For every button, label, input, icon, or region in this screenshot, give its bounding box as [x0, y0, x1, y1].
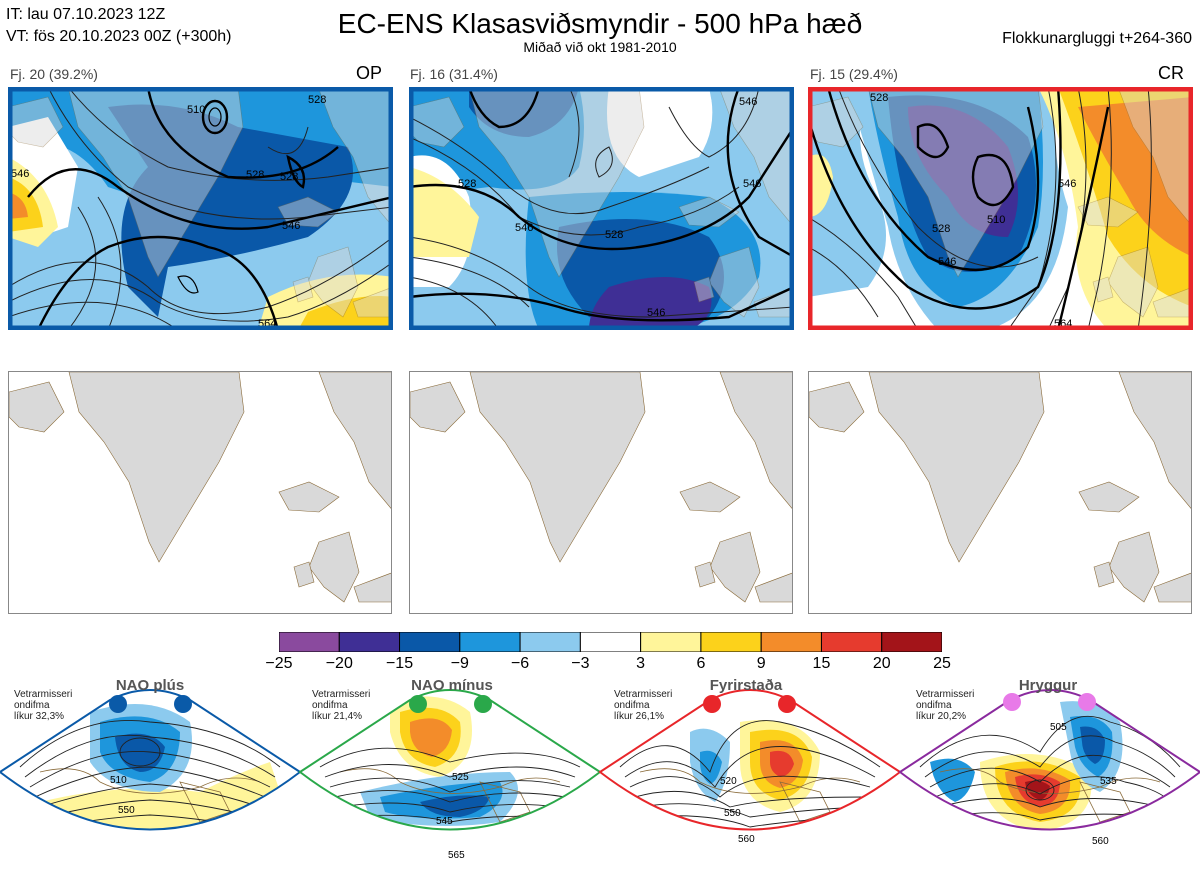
regime-note-line: líkur 21,4% [312, 711, 363, 722]
cluster-2-contour-label: 546 [739, 96, 757, 108]
colorbar-tick-label: −20 [325, 655, 353, 672]
colorbar-swatch [278, 631, 340, 653]
cluster-1-border [8, 87, 393, 330]
cluster-3-contour-label: 528 [870, 92, 888, 104]
colorbar-swatch [881, 631, 943, 653]
regime-1-contour-label: 510 [110, 775, 127, 786]
cluster-1-contour-label: 546 [11, 168, 29, 180]
colorbar-swatch [338, 631, 401, 653]
cluster-1-contour-label: 528 [308, 94, 326, 106]
page-subtitle: Miðað við okt 1981-2010 [523, 39, 677, 55]
regime-note-line: ondifma [312, 700, 348, 711]
regime-2-contour-label: 545 [436, 816, 453, 827]
regime-note-line: líkur 20,2% [916, 711, 967, 722]
regime-note-line: Vetrarmisseri [14, 689, 73, 700]
regime-3-contour-label: 560 [738, 834, 755, 845]
regime-note-line: Vetrarmisseri [312, 689, 371, 700]
cluster-2-label: Fj. 16 (31.4%) [410, 66, 498, 82]
colorbar-swatch [760, 631, 822, 653]
regime-4-title: Hryggur [1018, 677, 1078, 694]
cluster-3-contour-label: 546 [938, 256, 956, 268]
empty-map-2 [409, 371, 793, 614]
regimes-row: 510 550 [0, 672, 1200, 871]
colorbar-swatch [459, 631, 521, 653]
regime-2-note: Vetrarmisseri ondifma líkur 21,4% [312, 689, 370, 722]
regime-note-line: Vetrarmisseri [614, 689, 673, 700]
cluster-3-contour-label: 528 [932, 223, 950, 235]
colorbar-tick-label: 3 [636, 655, 646, 672]
colorbar-tick-label: −9 [450, 655, 469, 672]
regime-4-note: Vetrarmisseri ondifma líkur 20,2% [916, 689, 974, 722]
cluster-3-contour-label: 546 [1058, 178, 1076, 190]
regime-3-contour-label: 550 [724, 808, 741, 819]
cluster-2-contour-label: 546 [743, 178, 761, 190]
regime-note-line: líkur 26,1% [614, 711, 665, 722]
colorbar-swatch [519, 631, 581, 653]
cluster-3-contour-label: 510 [987, 214, 1005, 226]
colorbar-tick-label: 9 [756, 655, 766, 672]
colorbar-tick-label: −15 [385, 655, 414, 672]
colorbar-tick-label: −3 [571, 655, 590, 672]
cluster-1-map: 510 528 528 546 546 582 564 528 [8, 87, 393, 330]
valid-time: VT: fös 20.10.2023 00Z (+300h) [6, 28, 232, 45]
colorbar-tick-label: 15 [812, 655, 831, 672]
regime-3-note: Vetrarmisseri ondifma líkur 26,1% [614, 689, 672, 722]
colorbar-tick-label: 20 [872, 655, 891, 672]
empty-map-3 [808, 371, 1192, 614]
header-times: IT: lau 07.10.2023 12Z VT: fös 20.10.202… [6, 4, 231, 48]
colorbar-tick-label: −25 [265, 655, 293, 672]
regime-2-contour-label: 525 [452, 772, 469, 783]
regime-note-line: ondifma [14, 700, 50, 711]
regime-1-title: NAO plús [115, 677, 185, 694]
colorbar-swatch [700, 631, 762, 653]
cluster-3-map: 510 528 546 546 564 528 [808, 87, 1193, 330]
regime-4-contour-label: 560 [1092, 836, 1109, 847]
cluster-2-contour-label: 546 [515, 222, 533, 234]
regime-2-title: NAO mínus [411, 677, 493, 694]
cluster-1-contour-label: 528 [280, 171, 298, 183]
regime-note-line: líkur 32,3% [14, 711, 65, 722]
colorbar-swatch [640, 631, 702, 653]
colorbar-tick-label: −6 [510, 655, 530, 672]
page-title: EC-ENS Klasasviðsmyndir - 500 hPa hæð [337, 8, 863, 39]
colorbar-swatch [820, 631, 883, 653]
cluster-1-contour-label: 510 [187, 104, 205, 116]
cluster-2-map: 528 546 528 546 546 546 [409, 87, 794, 330]
regime-note-line: ondifma [614, 700, 650, 711]
cluster-1-tag: OP [356, 63, 383, 83]
cluster-2-contour-label: 528 [605, 229, 623, 241]
cluster-2-border [409, 87, 794, 330]
cluster-3-tag: CR [1158, 63, 1184, 83]
cluster-2-contour-label: 546 [647, 307, 665, 319]
window-label: Flokkunargluggi t+264-360 [1002, 30, 1192, 47]
cluster-1-contour-label: 546 [282, 220, 300, 232]
colorbar-swatches [278, 631, 943, 653]
cluster-1-contour-label: 528 [246, 169, 264, 181]
cluster-3-border [808, 87, 1193, 330]
regime-4-contour-label: 535 [1100, 776, 1117, 787]
cluster-2-contour-label: 528 [458, 178, 476, 190]
cluster-1-label: Fj. 20 (39.2%) [10, 66, 98, 82]
regime-1-note: Vetrarmisseri ondifma líkur 32,3% [14, 689, 72, 722]
colorbar [278, 631, 943, 653]
colorbar-swatch [399, 631, 461, 653]
regime-3-title: Fyrirstaða [709, 677, 783, 694]
issue-time: IT: lau 07.10.2023 12Z [6, 6, 166, 23]
cluster-3-label: Fj. 15 (29.4%) [810, 66, 898, 82]
regime-4-contour-label: 505 [1050, 722, 1067, 733]
regime-2-contour-label: 565 [448, 850, 465, 861]
colorbar-swatch [579, 631, 642, 653]
colorbar-tick-label: 6 [696, 655, 706, 672]
colorbar-tick-label: 25 [933, 655, 951, 672]
regime-3-contour-label: 520 [720, 776, 737, 787]
empty-map-1 [8, 371, 392, 614]
regime-1-contour-label: 550 [118, 805, 135, 816]
regime-note-line: ondifma [916, 700, 952, 711]
regime-note-line: Vetrarmisseri [916, 689, 975, 700]
